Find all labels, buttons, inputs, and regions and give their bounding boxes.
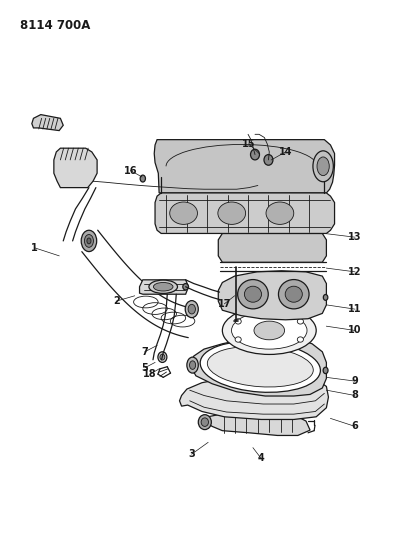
- Ellipse shape: [323, 367, 328, 374]
- Ellipse shape: [158, 352, 167, 362]
- Ellipse shape: [235, 337, 241, 342]
- Text: 2: 2: [113, 296, 120, 306]
- Ellipse shape: [254, 321, 285, 340]
- Ellipse shape: [160, 354, 165, 360]
- Polygon shape: [180, 377, 328, 419]
- Ellipse shape: [218, 202, 246, 224]
- Ellipse shape: [187, 357, 198, 373]
- Text: 10: 10: [348, 326, 362, 335]
- Ellipse shape: [207, 346, 313, 387]
- Ellipse shape: [235, 319, 241, 324]
- Text: 4: 4: [258, 454, 264, 463]
- Ellipse shape: [198, 415, 211, 430]
- Ellipse shape: [266, 202, 294, 224]
- Ellipse shape: [149, 280, 177, 294]
- Ellipse shape: [278, 279, 309, 309]
- Ellipse shape: [244, 286, 262, 302]
- Ellipse shape: [232, 312, 307, 349]
- Ellipse shape: [297, 319, 304, 324]
- Ellipse shape: [201, 418, 208, 426]
- Polygon shape: [218, 233, 326, 262]
- Text: 3: 3: [188, 449, 195, 459]
- Polygon shape: [54, 148, 97, 188]
- Text: 14: 14: [279, 147, 293, 157]
- Ellipse shape: [313, 151, 333, 182]
- Polygon shape: [190, 337, 326, 396]
- Ellipse shape: [222, 306, 316, 354]
- Text: 15: 15: [242, 139, 256, 149]
- Ellipse shape: [297, 337, 304, 342]
- Ellipse shape: [170, 202, 197, 224]
- Ellipse shape: [317, 157, 329, 176]
- Text: 16: 16: [124, 166, 137, 175]
- Text: 11: 11: [348, 304, 362, 314]
- Ellipse shape: [324, 294, 328, 301]
- Text: 5: 5: [142, 363, 148, 373]
- Ellipse shape: [87, 238, 91, 244]
- Text: 18: 18: [143, 369, 157, 379]
- Polygon shape: [140, 280, 188, 294]
- Ellipse shape: [189, 361, 196, 369]
- Text: 13: 13: [348, 232, 362, 242]
- Polygon shape: [218, 271, 326, 320]
- Ellipse shape: [183, 284, 188, 290]
- Ellipse shape: [153, 282, 173, 291]
- Text: 6: 6: [352, 422, 358, 431]
- Polygon shape: [200, 411, 310, 435]
- Ellipse shape: [188, 304, 195, 314]
- Text: 7: 7: [142, 347, 148, 357]
- Text: 8: 8: [352, 391, 358, 400]
- Text: 12: 12: [348, 267, 362, 277]
- Ellipse shape: [81, 230, 97, 252]
- Text: 1: 1: [31, 243, 38, 253]
- Ellipse shape: [140, 175, 145, 182]
- Polygon shape: [155, 193, 335, 233]
- Ellipse shape: [285, 286, 302, 302]
- Text: 9: 9: [352, 376, 358, 386]
- Text: 8114 700A: 8114 700A: [20, 19, 91, 31]
- Ellipse shape: [200, 341, 320, 392]
- Ellipse shape: [84, 235, 93, 247]
- Ellipse shape: [264, 155, 273, 165]
- Ellipse shape: [251, 149, 259, 160]
- Ellipse shape: [185, 301, 198, 318]
- Text: 17: 17: [217, 299, 231, 309]
- Polygon shape: [32, 115, 63, 131]
- Ellipse shape: [237, 279, 268, 309]
- Polygon shape: [154, 140, 335, 193]
